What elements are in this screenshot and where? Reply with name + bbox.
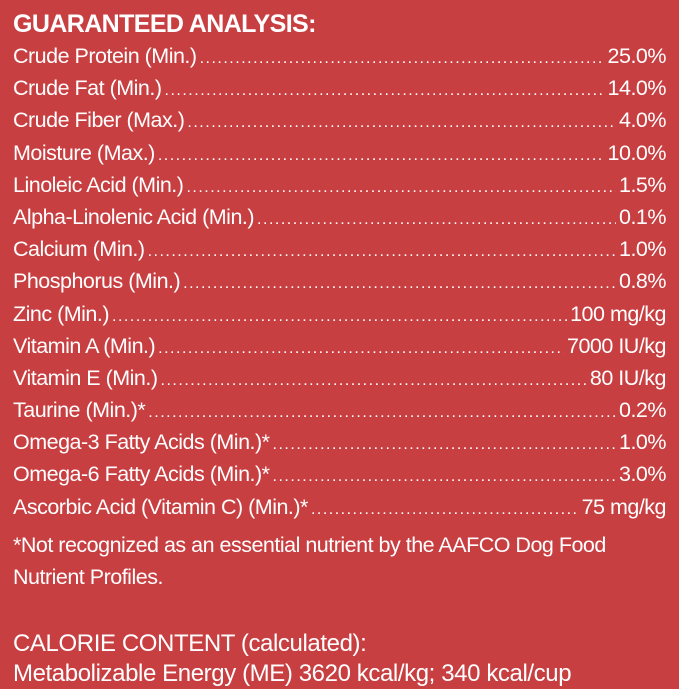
dot-leader: ........................................… bbox=[183, 275, 616, 293]
dot-leader: ........................................… bbox=[164, 82, 605, 100]
analysis-row: Calcium (Min.) .........................… bbox=[13, 237, 667, 269]
nutrient-value: 75 mg/kg bbox=[581, 494, 667, 519]
dot-leader: ........................................… bbox=[160, 371, 587, 389]
nutrient-label: Crude Fat (Min.) bbox=[13, 76, 162, 101]
nutrient-label: Zinc (Min.) bbox=[13, 301, 110, 326]
analysis-row: Crude Protein (Min.) ...................… bbox=[13, 44, 667, 76]
analysis-row: Zinc (Min.) ............................… bbox=[13, 302, 666, 334]
nutrient-value: 1.5% bbox=[618, 172, 667, 197]
nutrient-value: 10.0% bbox=[607, 140, 667, 165]
nutrient-label: Alpha-Linolenic Acid (Min.) bbox=[13, 204, 255, 229]
dot-leader: ........................................… bbox=[187, 114, 616, 132]
nutrient-value: 25.0% bbox=[607, 44, 667, 68]
nutrient-label: Vitamin A (Min.) bbox=[13, 333, 156, 358]
analysis-row: Vitamin A (Min.) .......................… bbox=[13, 334, 666, 366]
nutrient-label: Taurine (Min.)* bbox=[13, 398, 146, 423]
aafco-footnote: *Not recognized as an essential nutrient… bbox=[13, 532, 606, 589]
nutrient-value: 100 mg/kg bbox=[570, 301, 666, 326]
analysis-row: Linoleic Acid (Min.) ...................… bbox=[13, 172, 667, 205]
nutrient-value: 1.0% bbox=[618, 237, 667, 262]
nutrient-label: Phosphorus (Min.) bbox=[13, 269, 181, 294]
analysis-row: Vitamin E (Min.) .......................… bbox=[13, 365, 667, 398]
dot-leader: ........................................… bbox=[272, 468, 616, 486]
analysis-row: Omega-6 Fatty Acids (Min.)* ............… bbox=[13, 462, 667, 494]
nutrient-value: 0.2% bbox=[618, 398, 667, 423]
analysis-row: Taurine (Min.)* ........................… bbox=[13, 398, 667, 430]
analysis-row: Phosphorus (Min.) ......................… bbox=[13, 269, 667, 301]
nutrient-value: 4.0% bbox=[618, 108, 667, 133]
analysis-row: Crude Fiber (Max.) .....................… bbox=[13, 108, 667, 140]
calorie-heading: CALORIE CONTENT (calculated): bbox=[13, 629, 367, 657]
dot-leader: ........................................… bbox=[272, 436, 616, 454]
nutrient-label: Ascorbic Acid (Vitamin C) (Min.)* bbox=[13, 494, 308, 519]
dot-leader: ........................................… bbox=[157, 146, 605, 164]
metabolizable-energy: Metabolizable Energy (ME) 3620 kcal/kg; … bbox=[13, 659, 572, 687]
analysis-row: Moisture (Max.) ........................… bbox=[13, 140, 667, 173]
nutrient-label: Linoleic Acid (Min.) bbox=[13, 172, 184, 197]
dot-leader: ........................................… bbox=[147, 243, 616, 261]
nutrient-label: Crude Fiber (Max.) bbox=[13, 108, 185, 133]
nutrient-value: 14.0% bbox=[607, 76, 667, 101]
analysis-heading: GUARANTEED ANALYSIS: bbox=[13, 10, 316, 38]
dot-leader: ........................................… bbox=[158, 339, 564, 357]
dot-leader: ........................................… bbox=[186, 178, 616, 196]
nutrient-label: Omega-3 Fatty Acids (Min.)* bbox=[13, 430, 270, 455]
nutrient-label: Vitamin E (Min.) bbox=[13, 365, 158, 390]
analysis-row: Omega-3 Fatty Acids (Min.)* ............… bbox=[13, 430, 667, 462]
analysis-row: Alpha-Linolenic Acid (Min.) ............… bbox=[13, 204, 667, 237]
analysis-list: Crude Protein (Min.) ...................… bbox=[13, 44, 667, 527]
dot-leader: ........................................… bbox=[199, 50, 605, 67]
nutrient-label: Calcium (Min.) bbox=[13, 237, 145, 262]
nutrient-value: 7000 IU/kg bbox=[567, 333, 666, 358]
dot-leader: ........................................… bbox=[257, 210, 616, 228]
nutrient-label: Crude Protein (Min.) bbox=[13, 44, 197, 68]
dot-leader: ........................................… bbox=[148, 404, 616, 422]
nutrient-value: 0.1% bbox=[618, 204, 667, 229]
calorie-content-section: CALORIE CONTENT (calculated): Metaboliza… bbox=[13, 629, 666, 689]
nutrient-label: Omega-6 Fatty Acids (Min.)* bbox=[13, 462, 270, 487]
dot-leader: ........................................… bbox=[310, 500, 579, 518]
analysis-row: Ascorbic Acid (Vitamin C) (Min.)* ......… bbox=[13, 494, 667, 527]
nutrient-value: 0.8% bbox=[618, 269, 667, 294]
dot-leader: ........................................… bbox=[112, 307, 567, 325]
nutrient-value: 80 IU/kg bbox=[589, 365, 667, 390]
nutrient-value: 3.0% bbox=[618, 462, 667, 487]
analysis-row: Crude Fat (Min.) .......................… bbox=[13, 76, 667, 108]
nutrient-value: 1.0% bbox=[618, 430, 667, 455]
nutrient-label: Moisture (Max.) bbox=[13, 140, 155, 165]
